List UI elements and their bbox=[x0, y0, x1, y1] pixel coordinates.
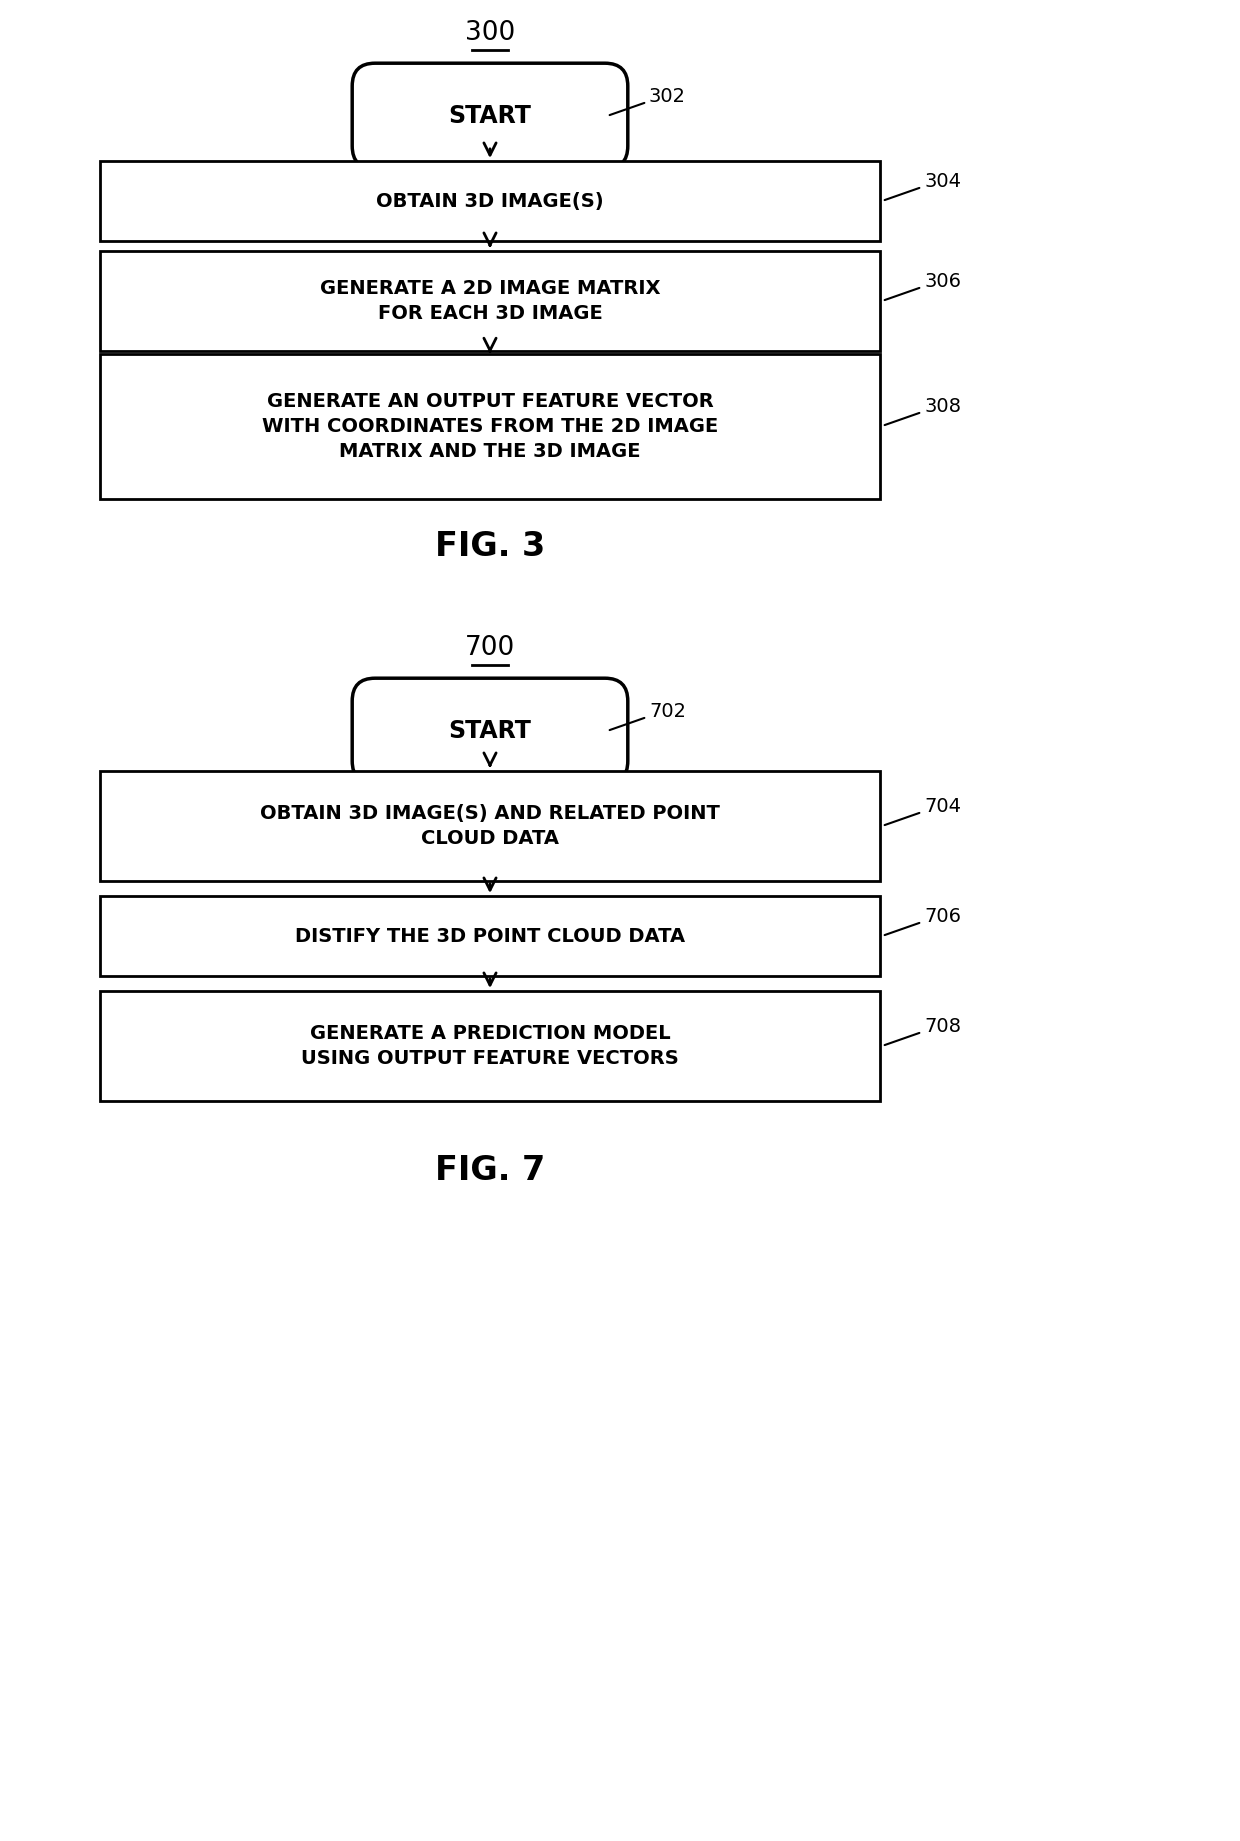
Text: FIG. 3: FIG. 3 bbox=[435, 530, 546, 563]
Text: 308: 308 bbox=[924, 396, 961, 416]
Text: 306: 306 bbox=[924, 271, 961, 291]
Text: 708: 708 bbox=[924, 1016, 961, 1035]
Bar bbox=[100, 160, 880, 241]
Text: 302: 302 bbox=[649, 87, 686, 105]
Bar bbox=[100, 353, 880, 499]
Text: 702: 702 bbox=[649, 701, 686, 720]
Text: 304: 304 bbox=[924, 171, 961, 190]
Text: START: START bbox=[449, 103, 532, 129]
Text: 704: 704 bbox=[924, 797, 961, 816]
Text: DISTIFY THE 3D POINT CLOUD DATA: DISTIFY THE 3D POINT CLOUD DATA bbox=[295, 926, 684, 946]
Text: 700: 700 bbox=[465, 635, 515, 661]
Bar bbox=[100, 250, 880, 352]
Bar bbox=[100, 771, 880, 882]
Text: OBTAIN 3D IMAGE(S) AND RELATED POINT
CLOUD DATA: OBTAIN 3D IMAGE(S) AND RELATED POINT CLO… bbox=[260, 805, 720, 849]
Text: OBTAIN 3D IMAGE(S): OBTAIN 3D IMAGE(S) bbox=[376, 191, 604, 210]
Text: 706: 706 bbox=[924, 906, 961, 926]
Bar bbox=[100, 990, 880, 1101]
Text: GENERATE A PREDICTION MODEL
USING OUTPUT FEATURE VECTORS: GENERATE A PREDICTION MODEL USING OUTPUT… bbox=[301, 1024, 678, 1068]
Bar bbox=[100, 897, 880, 976]
FancyBboxPatch shape bbox=[352, 677, 627, 784]
FancyBboxPatch shape bbox=[352, 63, 627, 169]
Text: GENERATE A 2D IMAGE MATRIX
FOR EACH 3D IMAGE: GENERATE A 2D IMAGE MATRIX FOR EACH 3D I… bbox=[320, 280, 660, 322]
Text: FIG. 7: FIG. 7 bbox=[435, 1154, 546, 1187]
Text: 300: 300 bbox=[465, 20, 515, 46]
Text: GENERATE AN OUTPUT FEATURE VECTOR
WITH COORDINATES FROM THE 2D IMAGE
MATRIX AND : GENERATE AN OUTPUT FEATURE VECTOR WITH C… bbox=[262, 392, 718, 460]
Text: START: START bbox=[449, 720, 532, 744]
